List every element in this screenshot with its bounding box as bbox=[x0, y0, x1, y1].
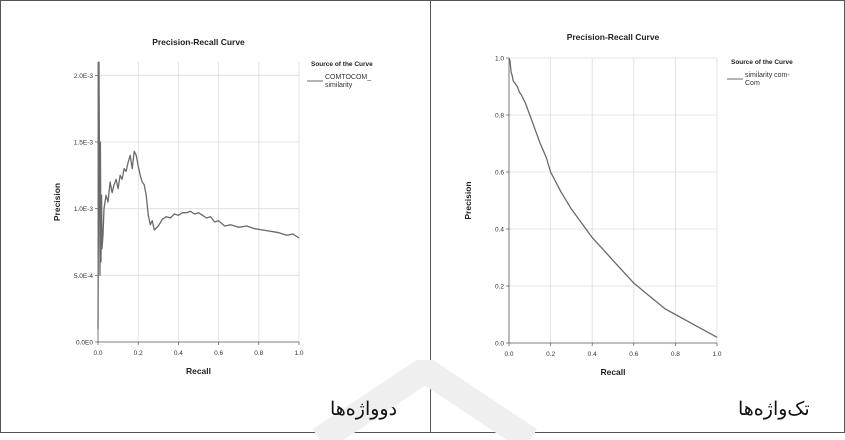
legend-label: similarity com- bbox=[745, 72, 790, 79]
chart-right: 0.0 0.2 0.4 0.6 0.8 1.0 0.0 0.2 0.4 0.6 0.8 1.0 Prec… bbox=[463, 32, 793, 377]
caption-left: دوواژه‌ها bbox=[330, 398, 398, 420]
x-tick-label: 0.2 bbox=[546, 351, 555, 358]
y-tick-label: 0.8 bbox=[495, 113, 504, 120]
panel-divider bbox=[430, 0, 431, 433]
x-tick-label: 0.4 bbox=[174, 350, 183, 357]
chart-title: Precision-Recall Curve bbox=[152, 37, 245, 47]
x-tick-label: 0.8 bbox=[671, 351, 680, 358]
series-line bbox=[97, 61, 300, 329]
x-tick-label: 0.6 bbox=[629, 351, 638, 358]
legend-title: Source of the Curve bbox=[311, 61, 373, 68]
y-tick-label: 0.4 bbox=[495, 227, 504, 234]
y-tick-label: 1.0E-3 bbox=[74, 206, 94, 213]
plot-area bbox=[509, 58, 717, 343]
x-tick-label: 0.2 bbox=[134, 350, 143, 357]
legend-label: Com bbox=[745, 80, 760, 87]
y-axis-label: Precision bbox=[52, 183, 62, 221]
x-tick-label: 0.4 bbox=[588, 351, 597, 358]
legend-title: Source of the Curve bbox=[731, 59, 793, 66]
y-tick-label: 0.0E0 bbox=[76, 340, 93, 347]
x-tick-label: 1.0 bbox=[294, 350, 303, 357]
y-tick-label: 1.5E-3 bbox=[74, 140, 94, 147]
x-tick-label: 0.0 bbox=[504, 351, 513, 358]
y-tick-label: 0.6 bbox=[495, 170, 504, 177]
x-tick-label: 0.8 bbox=[254, 350, 263, 357]
x-tick-label: 0.0 bbox=[93, 350, 102, 357]
y-tick-label: 2.0E-3 bbox=[74, 73, 94, 80]
legend-label: similarity bbox=[325, 82, 353, 89]
legend-label: COMTOCOM_ bbox=[325, 74, 371, 81]
chart-left: 0.0 0.2 0.4 0.6 0.8 1.0 0.0E0 5.0E-4 1.0E-3 1.5E-… bbox=[52, 37, 373, 376]
y-tick-label: 5.0E-4 bbox=[74, 273, 94, 280]
y-tick-label: 0.2 bbox=[495, 284, 504, 291]
x-axis-label: Recall bbox=[600, 367, 625, 377]
watermark-logo bbox=[312, 360, 538, 440]
y-tick-label: 0.0 bbox=[495, 341, 504, 348]
chart-title: Precision-Recall Curve bbox=[567, 32, 660, 42]
caption-right: تک‌واژه‌ها bbox=[738, 398, 810, 420]
x-tick-label: 1.0 bbox=[712, 351, 721, 358]
chart-panel-right: 0.0 0.2 0.4 0.6 0.8 1.0 0.0 0.2 0.4 0.6 0.8 1.0 Prec… bbox=[431, 0, 845, 433]
x-axis-label: Recall bbox=[186, 366, 211, 376]
y-axis-label: Precision bbox=[463, 181, 473, 219]
y-tick-label: 1.0 bbox=[495, 56, 504, 63]
series-line bbox=[508, 57, 718, 338]
x-tick-label: 0.6 bbox=[214, 350, 223, 357]
plot-area bbox=[98, 62, 299, 342]
chart-panel-left: 0.0 0.2 0.4 0.6 0.8 1.0 0.0E0 5.0E-4 1.0E-3 1.5E-… bbox=[52, 37, 373, 376]
